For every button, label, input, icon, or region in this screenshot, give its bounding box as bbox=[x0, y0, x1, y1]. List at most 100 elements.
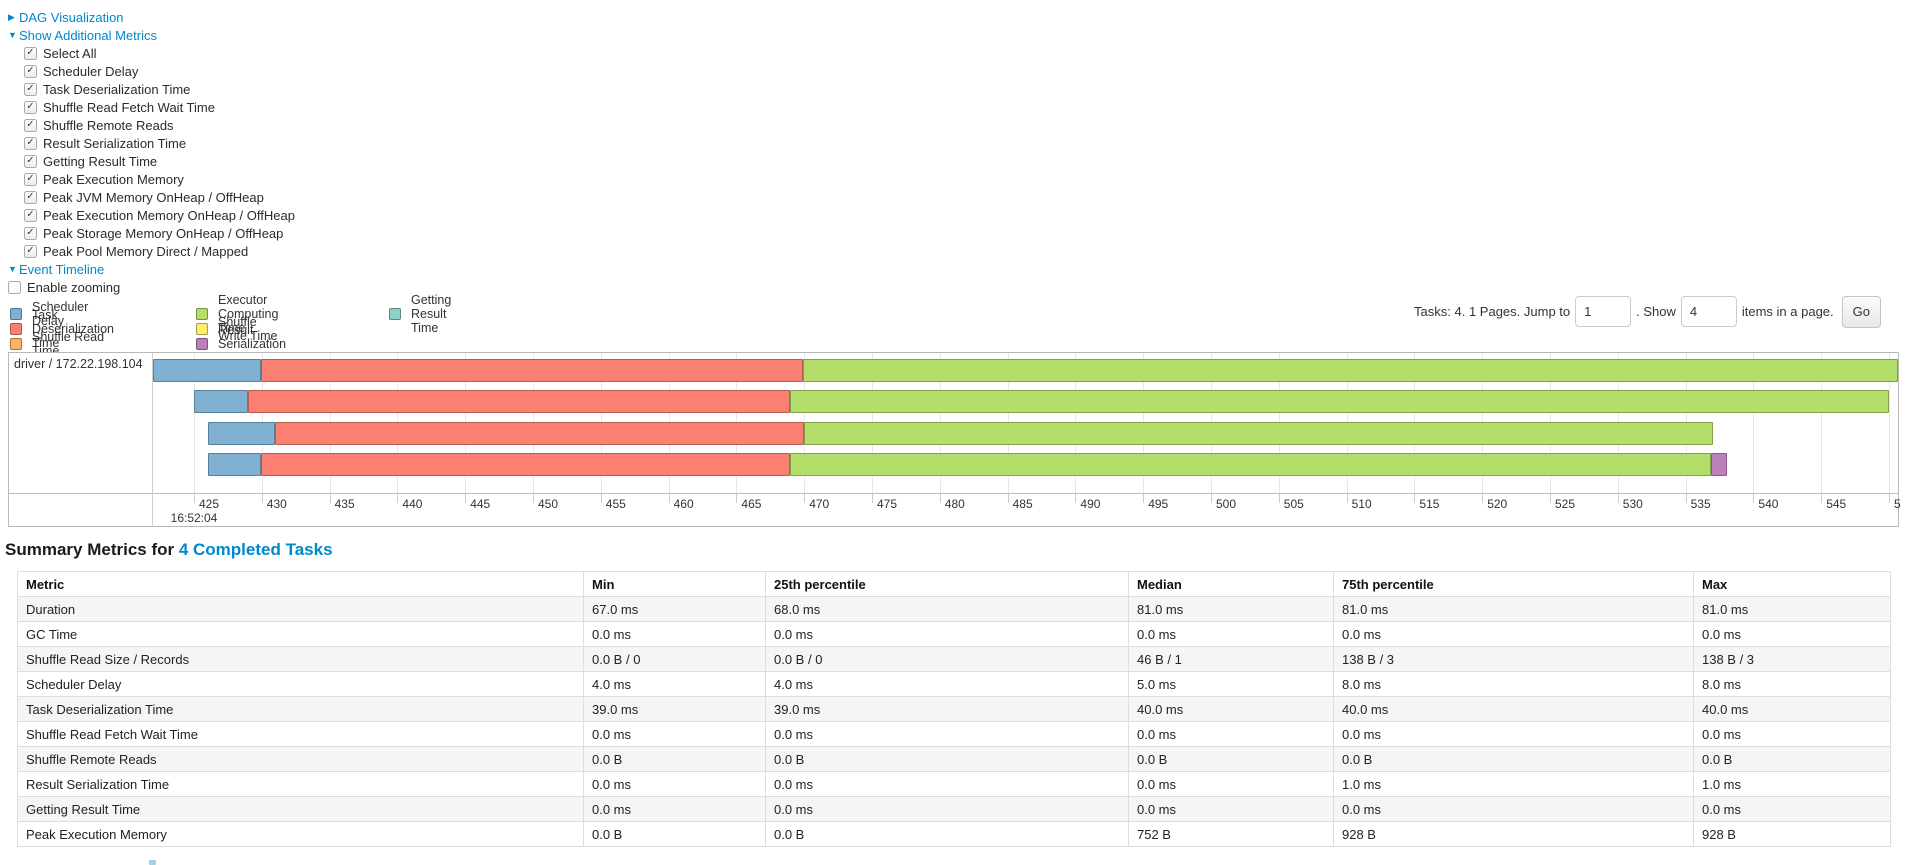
metric-checkbox-row[interactable]: ✓ Peak Pool Memory Direct / Mapped bbox=[24, 242, 295, 260]
axis-tick-label: 425 bbox=[199, 497, 220, 511]
metric-value-cell: 4.0 ms bbox=[583, 671, 766, 697]
event-timeline-chart[interactable]: driver / 172.22.198.104 425 430 435 440 445 4… bbox=[8, 352, 1901, 527]
enable-zooming-row[interactable]: Enable zooming bbox=[8, 278, 295, 296]
metric-value-cell: 0.0 B bbox=[765, 746, 1129, 772]
metric-checkbox-label: Scheduler Delay bbox=[43, 63, 139, 79]
axis-time-label: 16:52:04 bbox=[170, 511, 218, 525]
task-bar-segment-task-deserialization[interactable] bbox=[275, 422, 804, 445]
stage-controls: ▶ DAG Visualization ▼ Show Additional Me… bbox=[8, 8, 295, 296]
metric-value-cell: 0.0 B / 0 bbox=[583, 646, 766, 672]
metric-checkbox-row[interactable]: ✓ Shuffle Read Fetch Wait Time bbox=[24, 98, 295, 116]
axis-tick-label: 510 bbox=[1351, 497, 1372, 511]
checked-checkbox[interactable]: ✓ bbox=[24, 136, 37, 150]
checked-checkbox[interactable]: ✓ bbox=[24, 154, 37, 168]
legend-label: Getting Result Time bbox=[411, 292, 452, 335]
metric-checkbox-row[interactable]: ✓ Peak JVM Memory OnHeap / OffHeap bbox=[24, 188, 295, 206]
jump-to-page-input[interactable] bbox=[1575, 296, 1632, 327]
metric-name-cell: GC Time bbox=[17, 621, 584, 647]
metric-checkbox-row[interactable]: ✓ Peak Storage Memory OnHeap / OffHeap bbox=[24, 224, 295, 242]
table-header-cell: Min bbox=[583, 571, 766, 597]
axis-tick bbox=[1414, 493, 1416, 503]
metric-value-cell: 1.0 ms bbox=[1693, 771, 1891, 797]
checked-checkbox[interactable]: ✓ bbox=[24, 100, 37, 114]
metric-value-cell: 39.0 ms bbox=[583, 696, 766, 722]
timeline-gridline bbox=[1821, 353, 1823, 493]
metric-value-cell: 0.0 B bbox=[583, 821, 766, 847]
metric-value-cell: 81.0 ms bbox=[1693, 596, 1891, 622]
checked-checkbox[interactable]: ✓ bbox=[24, 226, 37, 240]
metric-checkbox-row[interactable]: ✓ Peak Execution Memory OnHeap / OffHeap bbox=[24, 206, 295, 224]
axis-tick bbox=[261, 493, 263, 503]
checked-checkbox[interactable]: ✓ bbox=[24, 64, 37, 78]
enable-zooming-checkbox[interactable] bbox=[8, 280, 21, 294]
checked-checkbox[interactable]: ✓ bbox=[24, 82, 37, 96]
metric-checkbox-row[interactable]: ✓ Select All bbox=[24, 44, 295, 62]
metric-checkbox-row[interactable]: ✓ Result Serialization Time bbox=[24, 134, 295, 152]
task-bar-segment-task-deserialization[interactable] bbox=[248, 390, 790, 413]
task-bar-segment-executor-computing[interactable] bbox=[790, 390, 1889, 413]
metrics-checkbox-list: ✓ Select All ✓ Scheduler Delay ✓ Task Deseria… bbox=[8, 44, 295, 260]
pagination-summary-text: Tasks: 4. 1 Pages. Jump to bbox=[1414, 304, 1571, 319]
legend-swatch-icon bbox=[196, 322, 208, 335]
metric-value-cell: 0.0 ms bbox=[1128, 771, 1334, 797]
legend-swatch-icon bbox=[10, 322, 22, 335]
dag-visualization-link[interactable]: DAG Visualization bbox=[19, 9, 124, 25]
checked-checkbox[interactable]: ✓ bbox=[24, 190, 37, 204]
metric-value-cell: 40.0 ms bbox=[1693, 696, 1891, 722]
metric-value-cell: 39.0 ms bbox=[765, 696, 1129, 722]
axis-tick bbox=[1685, 493, 1687, 503]
dag-visualization-toggle[interactable]: ▶ DAG Visualization bbox=[8, 8, 295, 26]
metric-value-cell: 0.0 ms bbox=[1693, 796, 1891, 822]
task-bar-segment-task-deserialization[interactable] bbox=[261, 359, 803, 382]
checked-checkbox[interactable]: ✓ bbox=[24, 118, 37, 132]
axis-tick bbox=[600, 493, 602, 503]
items-per-page-input[interactable] bbox=[1680, 296, 1737, 327]
axis-tick bbox=[1346, 493, 1348, 503]
checked-checkbox[interactable]: ✓ bbox=[24, 172, 37, 186]
axis-tick bbox=[872, 493, 873, 503]
axis-tick-label: 5 bbox=[1894, 497, 1901, 511]
completed-tasks-link[interactable]: 4 Completed Tasks bbox=[178, 540, 333, 559]
table-row: Result Serialization Time 0.0 ms 0.0 ms 0.0… bbox=[17, 771, 1891, 797]
metric-checkbox-row[interactable]: ✓ Scheduler Delay bbox=[24, 62, 295, 80]
task-bar-segment-scheduler-delay[interactable] bbox=[194, 390, 248, 413]
axis-tick bbox=[668, 493, 670, 503]
checked-checkbox[interactable]: ✓ bbox=[24, 46, 37, 60]
task-bar-segment-executor-computing[interactable] bbox=[790, 453, 1711, 476]
task-bar-segment-scheduler-delay[interactable] bbox=[208, 453, 261, 476]
metric-checkbox-row[interactable]: ✓ Shuffle Remote Reads bbox=[24, 116, 295, 134]
metric-checkbox-label: Result Serialization Time bbox=[43, 135, 187, 151]
axis-tick-label: 535 bbox=[1690, 497, 1711, 511]
event-timeline-toggle[interactable]: ▼ Event Timeline bbox=[8, 260, 295, 278]
show-additional-metrics-link[interactable]: Show Additional Metrics bbox=[19, 27, 158, 43]
event-timeline-link[interactable]: Event Timeline bbox=[19, 261, 105, 277]
go-button[interactable]: Go bbox=[1841, 295, 1881, 328]
axis-tick-label: 505 bbox=[1283, 497, 1304, 511]
metric-value-cell: 0.0 ms bbox=[1693, 721, 1891, 747]
table-header-cell: Median bbox=[1128, 571, 1334, 597]
task-bar-segment-result-serialization[interactable] bbox=[1711, 453, 1727, 476]
metric-checkbox-label: Peak Execution Memory bbox=[43, 171, 184, 187]
metric-value-cell: 138 B / 3 bbox=[1333, 646, 1694, 672]
task-bar-segment-task-deserialization[interactable] bbox=[261, 453, 790, 476]
metric-name-cell: Shuffle Read Size / Records bbox=[17, 646, 584, 672]
summary-heading-prefix: Summary Metrics for bbox=[5, 540, 179, 559]
task-bar-segment-scheduler-delay[interactable] bbox=[208, 422, 275, 445]
metric-name-cell: Getting Result Time bbox=[17, 796, 584, 822]
metric-value-cell: 0.0 ms bbox=[1128, 621, 1334, 647]
task-bar-segment-executor-computing[interactable] bbox=[803, 359, 1898, 382]
metric-value-cell: 0.0 ms bbox=[765, 796, 1129, 822]
task-bar-segment-executor-computing[interactable] bbox=[804, 422, 1713, 445]
checked-checkbox[interactable]: ✓ bbox=[24, 244, 37, 258]
metric-checkbox-row[interactable]: ✓ Task Deserialization Time bbox=[24, 80, 295, 98]
axis-tick-label: 515 bbox=[1419, 497, 1440, 511]
metric-name-cell: Result Serialization Time bbox=[17, 771, 584, 797]
metric-checkbox-row[interactable]: ✓ Getting Result Time bbox=[24, 152, 295, 170]
pagination-suffix-text: items in a page. bbox=[1741, 304, 1834, 319]
axis-tick-label: 450 bbox=[538, 497, 559, 511]
show-additional-metrics-toggle[interactable]: ▼ Show Additional Metrics bbox=[8, 26, 295, 44]
legend-column: Scheduler Delay Task Deserialization Time… bbox=[10, 300, 114, 358]
checked-checkbox[interactable]: ✓ bbox=[24, 208, 37, 222]
task-bar-segment-scheduler-delay[interactable] bbox=[153, 359, 261, 382]
metric-checkbox-row[interactable]: ✓ Peak Execution Memory bbox=[24, 170, 295, 188]
